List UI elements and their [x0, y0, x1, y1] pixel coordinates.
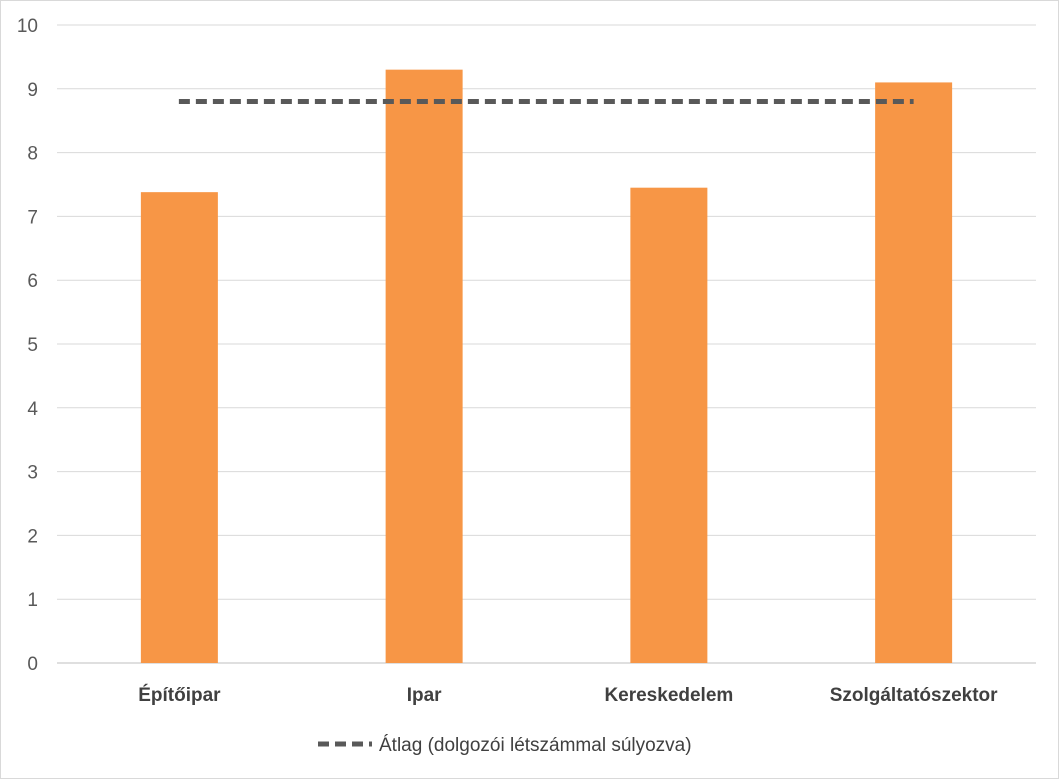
- legend: Átlag (dolgozói létszámmal súlyozva): [318, 735, 692, 756]
- y-tick-label: 2: [27, 526, 38, 547]
- y-axis-tick-labels: 0 1 2 3 4 5 6 7 8 9 10: [17, 16, 39, 675]
- bar: [140, 192, 218, 663]
- y-tick-label: 10: [17, 16, 38, 37]
- y-tick-label: 8: [27, 144, 38, 165]
- gridlines: [57, 24, 1036, 664]
- x-category-label: Kereskedelem: [604, 685, 733, 706]
- legend-label: Átlag (dolgozói létszámmal súlyozva): [379, 735, 692, 756]
- y-tick-label: 5: [27, 335, 38, 356]
- y-tick-label: 3: [27, 463, 38, 484]
- bar: [385, 69, 463, 663]
- x-category-label: Ipar: [407, 685, 442, 706]
- bar: [630, 187, 708, 663]
- y-tick-label: 6: [27, 271, 38, 292]
- x-axis-category-labels: Építőipar Ipar Kereskedelem Szolgáltatószek…: [138, 684, 998, 706]
- x-category-label: Szolgáltatószektor: [830, 685, 998, 706]
- bars: [140, 69, 953, 664]
- bar: [875, 82, 953, 664]
- y-tick-label: 0: [27, 654, 38, 675]
- y-tick-label: 1: [27, 590, 38, 611]
- y-tick-label: 7: [27, 207, 38, 228]
- y-tick-label: 9: [27, 80, 38, 101]
- y-tick-label: 4: [27, 399, 38, 420]
- x-category-label: Építőipar: [138, 684, 221, 706]
